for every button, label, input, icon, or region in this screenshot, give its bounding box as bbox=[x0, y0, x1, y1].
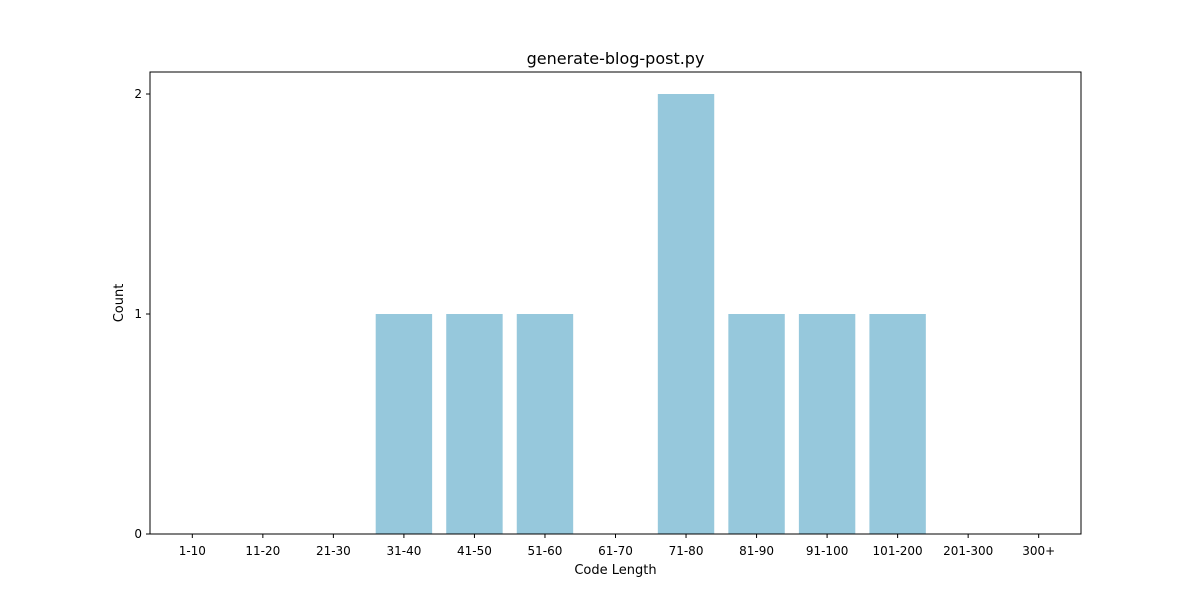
plot-frame bbox=[149, 71, 1082, 535]
bar-71-80 bbox=[657, 94, 715, 534]
x-tick-label: 11-20 bbox=[245, 544, 280, 558]
chart-title: generate-blog-post.py bbox=[527, 49, 705, 68]
x-tick-label: 21-30 bbox=[316, 544, 351, 558]
x-tick-label: 41-50 bbox=[457, 544, 492, 558]
bar-81-90 bbox=[728, 314, 785, 534]
x-tick-label: 51-60 bbox=[528, 544, 563, 558]
y-axis-ticks: 0 1 2 bbox=[134, 87, 150, 541]
x-tick-label: 300+ bbox=[1022, 544, 1055, 558]
x-tick-label: 101-200 bbox=[873, 544, 923, 558]
x-tick-label: 61-70 bbox=[598, 544, 633, 558]
y-axis-label: Count bbox=[112, 284, 127, 323]
bar-101-200 bbox=[869, 314, 926, 534]
bars-layer bbox=[375, 94, 926, 534]
x-axis-ticks: 1-10 11-20 21-30 31-40 41-50 51-60 61-70 71-80 8… bbox=[179, 534, 1055, 558]
x-tick-label: 81-90 bbox=[739, 544, 774, 558]
x-tick-label: 91-100 bbox=[806, 544, 849, 558]
y-tick-label: 0 bbox=[134, 527, 142, 541]
x-tick-label: 31-40 bbox=[386, 544, 421, 558]
y-tick-label: 1 bbox=[134, 307, 142, 321]
x-tick-label: 201-300 bbox=[943, 544, 993, 558]
bar-31-40 bbox=[375, 314, 433, 534]
bar-41-50 bbox=[446, 314, 503, 534]
x-axis-label: Code Length bbox=[574, 563, 656, 578]
bar-51-60 bbox=[516, 314, 574, 534]
x-tick-label: 1-10 bbox=[179, 544, 206, 558]
y-tick-label: 2 bbox=[134, 87, 142, 101]
bar-91-100 bbox=[798, 314, 856, 534]
x-tick-label: 71-80 bbox=[669, 544, 704, 558]
